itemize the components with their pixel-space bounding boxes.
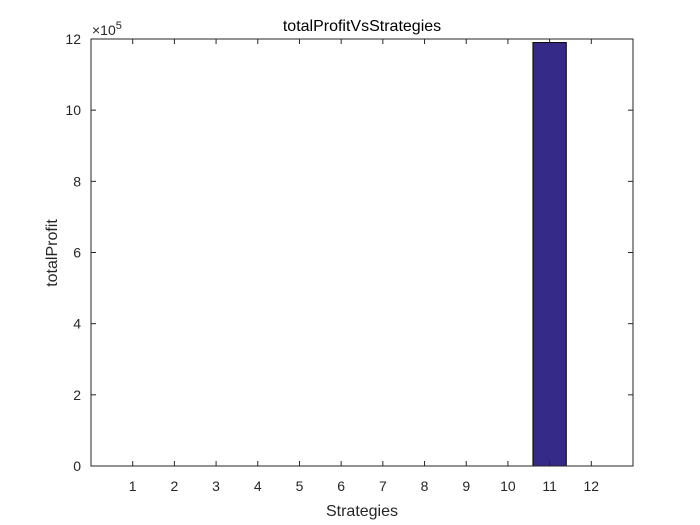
y-tick-label: 10: [65, 102, 81, 118]
chart-title: totalProfitVsStrategies: [283, 18, 441, 35]
y-ticks: 0 2 4 6 8 10 12: [65, 31, 633, 474]
x-tick-label: 6: [337, 478, 345, 494]
y-exponent: ×105: [92, 20, 122, 38]
y-tick-label: 6: [73, 245, 81, 261]
x-tick-label: 11: [542, 478, 557, 494]
x-tick-label: 4: [254, 478, 262, 494]
chart-title-text: totalProfitVsStrategies: [283, 18, 441, 35]
x-tick-label: 1: [129, 478, 137, 494]
x-tick-label: 7: [379, 478, 387, 494]
x-tick-label: 10: [500, 478, 516, 494]
x-ticks: 1 2 3 4 5 6 7 8 9 10 11 12: [129, 39, 600, 494]
x-tick-label: 8: [421, 478, 429, 494]
y-tick-label: 0: [73, 458, 81, 474]
x-tick-label: 9: [462, 478, 470, 494]
y-tick-label: 2: [73, 387, 81, 403]
bar-11: [532, 42, 567, 467]
y-exponent-base: ×105: [92, 20, 122, 38]
x-tick-label: 5: [296, 478, 304, 494]
y-axis-label: totalProfit: [44, 219, 61, 287]
y-tick-label: 4: [73, 316, 81, 332]
y-tick-label: 12: [65, 31, 81, 47]
x-tick-label: 2: [170, 478, 178, 494]
bars: [532, 42, 567, 467]
y-tick-label: 8: [73, 173, 81, 189]
x-axis-label: Strategies: [326, 503, 398, 520]
x-tick-label: 12: [584, 478, 600, 494]
x-tick-label: 3: [212, 478, 220, 494]
